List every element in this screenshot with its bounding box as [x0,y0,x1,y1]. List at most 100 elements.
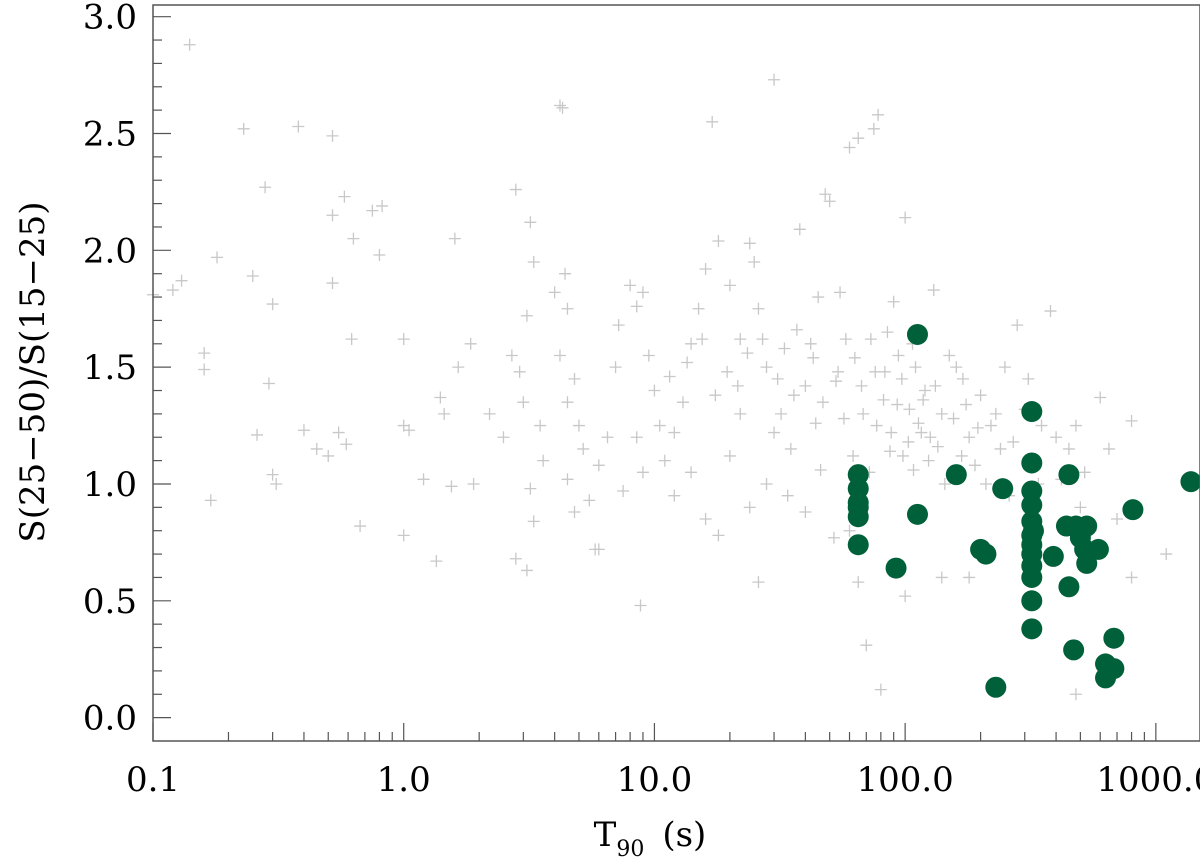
background-point [592,459,605,472]
highlight-point [1103,627,1125,649]
background-point [483,407,496,420]
background-point [612,319,625,332]
background-point [712,529,725,542]
background-point [559,267,572,280]
background-point [790,323,803,336]
background-point [166,284,179,297]
background-point [892,349,905,362]
highlight-point [1095,667,1117,689]
background-point [338,190,351,203]
y-axis: 0.0 0.5 1.0 1.5 2.0 2.5 3.0 [83,0,171,739]
background-point [793,223,806,236]
background-point [903,403,916,416]
x-axis-title-unit: (s) [662,815,706,855]
background-point [553,99,566,112]
background-point [979,477,992,490]
background-point [935,571,948,584]
x-tick-label: 1000.0 [1096,760,1200,800]
background-point [918,384,931,397]
background-point [332,426,345,439]
background-point [1050,431,1063,444]
background-point [373,249,386,262]
background-point [883,445,896,458]
highlight-point [1021,566,1043,588]
x-tick-label: 10.0 [617,760,693,800]
background-point [699,263,712,276]
background-point [929,379,942,392]
y-tick-label: 3.0 [83,0,137,38]
x-tick-label: 0.1 [126,760,180,800]
background-point [1160,548,1173,561]
background-point [668,426,681,439]
background-point [899,211,912,224]
background-point [799,379,812,392]
background-point [561,396,574,409]
background-point [963,431,976,444]
background-point [915,426,928,439]
background-point [676,396,689,409]
background-point [874,683,887,696]
x-axis-title-main: T [594,815,617,855]
background-point [583,494,596,507]
highlight-point [1021,590,1043,612]
background-point [848,351,861,364]
background-point [326,209,339,222]
background-point [752,302,765,315]
background-point [989,407,1002,420]
background-point [553,349,566,362]
highlight-point [1022,520,1044,542]
x-axis: 0.1 1.0 10.0 100.0 1000.0 [126,723,1200,800]
background-point [270,477,283,490]
background-point [568,506,581,519]
background-point [843,141,856,154]
background-point [434,391,447,404]
background-point [452,361,465,374]
highlight-point [1058,464,1080,486]
y-tick-label: 0.0 [83,699,137,739]
background-point [938,477,951,490]
background-point [847,449,860,462]
background-point [839,333,852,346]
background-point [984,419,997,432]
background-point [262,377,275,390]
highlight-point [906,323,928,345]
background-point [592,543,605,556]
background-point [403,424,416,437]
background-point [561,302,574,315]
background-point [326,277,339,290]
background-point [816,396,829,409]
background-point [246,270,259,283]
background-point [653,419,666,432]
background-point [909,361,922,374]
background-point [617,484,630,497]
background-point [771,372,784,385]
background-point [864,333,877,346]
highlight-point [847,534,869,556]
background-point [752,576,765,589]
background-point [524,482,537,495]
highlight-point [945,464,967,486]
y-tick-label: 1.5 [83,348,137,388]
background-point [648,384,661,397]
background-point [445,480,458,493]
background-point [895,372,908,385]
background-point [896,449,909,462]
background-point [960,398,973,411]
background-point [568,372,581,385]
y-tick-label: 1.0 [83,465,137,505]
background-point [636,466,649,479]
highlight-point [1021,618,1043,640]
background-point [430,555,443,568]
background-point [830,375,843,388]
background-point [642,349,655,362]
points-layer [147,38,1200,701]
background-point [781,489,794,502]
background-point [513,365,526,378]
background-point [198,363,211,376]
background-point [634,599,647,612]
highlight-point [1063,639,1085,661]
background-point [204,494,217,507]
plot-frame [152,4,1200,742]
background-point [1062,442,1075,455]
background-point [198,347,211,360]
